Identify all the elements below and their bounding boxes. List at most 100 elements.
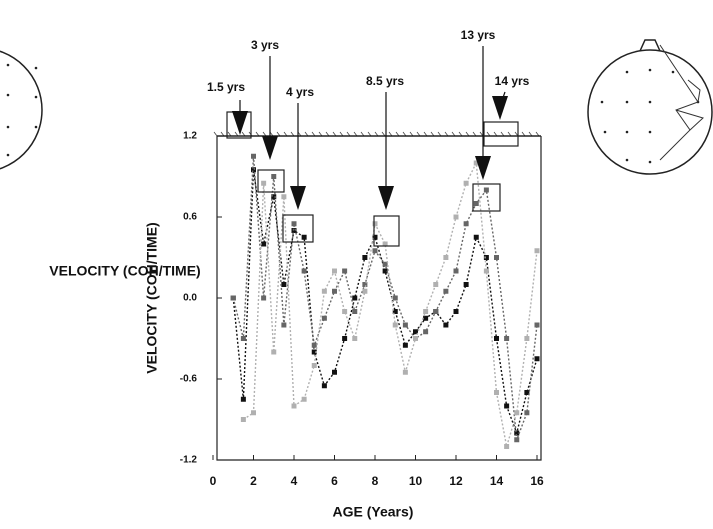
point xyxy=(261,241,267,247)
point xyxy=(352,295,358,301)
arrow-head xyxy=(378,186,394,210)
point xyxy=(321,315,327,321)
x-tick-label: 8 xyxy=(372,474,379,488)
head-left xyxy=(0,50,43,170)
point xyxy=(382,241,388,247)
peak-box xyxy=(282,214,314,243)
x-tick-label: 12 xyxy=(449,474,463,488)
point xyxy=(534,356,540,362)
x-tick-label: 4 xyxy=(291,474,298,488)
point xyxy=(240,417,246,422)
y-tick-label: -1.2 xyxy=(180,455,198,466)
arrow-head xyxy=(290,186,306,210)
y-tick-label: 1.2 xyxy=(183,131,197,142)
point xyxy=(524,410,530,416)
point xyxy=(423,329,429,335)
point xyxy=(352,336,358,341)
point xyxy=(271,194,277,200)
point xyxy=(463,221,469,227)
point xyxy=(483,255,489,260)
x-axis-label: AGE (Years) xyxy=(333,504,414,520)
point xyxy=(372,248,378,254)
point xyxy=(291,221,297,227)
point xyxy=(311,349,317,355)
annotation: 14 yrs xyxy=(495,74,530,88)
point xyxy=(372,234,378,240)
x-tick-label: 10 xyxy=(409,474,423,488)
point xyxy=(443,322,449,328)
top-hatch xyxy=(213,131,218,137)
point xyxy=(504,403,510,409)
point xyxy=(321,383,327,389)
point xyxy=(423,315,429,321)
y-tick-label: -0.6 xyxy=(180,374,198,385)
point xyxy=(433,282,439,287)
point xyxy=(392,322,398,328)
y-axis-label-overlay: VELOCITY (COH/TIME) xyxy=(49,263,200,279)
point xyxy=(352,309,358,314)
point xyxy=(251,153,256,159)
point xyxy=(342,268,348,274)
peak-box xyxy=(257,169,285,193)
arrow-head xyxy=(262,136,278,160)
point xyxy=(230,295,236,301)
point xyxy=(524,336,530,341)
annotation: 1.5 yrs xyxy=(207,80,245,94)
x-tick-label: 6 xyxy=(331,474,338,488)
point xyxy=(301,396,307,402)
point xyxy=(463,180,469,186)
point xyxy=(251,167,256,173)
point xyxy=(392,295,398,301)
arrow-head xyxy=(492,96,508,120)
point xyxy=(494,255,499,260)
point xyxy=(514,437,520,443)
point xyxy=(382,268,388,274)
point xyxy=(240,336,246,341)
point xyxy=(342,309,348,314)
point xyxy=(494,390,499,395)
point xyxy=(362,255,368,260)
point xyxy=(504,336,510,341)
point xyxy=(271,174,277,179)
point xyxy=(332,268,337,274)
point xyxy=(281,322,287,328)
point xyxy=(261,180,267,186)
point xyxy=(433,309,439,314)
point xyxy=(402,342,408,348)
point xyxy=(504,444,510,449)
point xyxy=(311,342,317,348)
point xyxy=(463,282,469,287)
point xyxy=(402,369,408,375)
point xyxy=(332,288,337,294)
y-tick-label: 0.0 xyxy=(183,293,197,304)
x-tick-label: 0 xyxy=(210,474,217,488)
point xyxy=(301,268,307,274)
arrow-head xyxy=(232,111,248,135)
y-tick-label: 0.6 xyxy=(183,212,197,223)
x-tick-label: 2 xyxy=(250,474,257,488)
point xyxy=(382,261,388,267)
point xyxy=(423,309,429,314)
point xyxy=(534,248,540,254)
series-line xyxy=(242,160,538,447)
point xyxy=(291,403,297,409)
point xyxy=(271,349,277,355)
point xyxy=(342,336,348,341)
point xyxy=(240,396,246,402)
peak-box xyxy=(483,121,519,147)
annotation: 13 yrs xyxy=(461,28,496,42)
point xyxy=(473,201,479,206)
point xyxy=(453,268,459,274)
point xyxy=(514,430,520,436)
point xyxy=(483,187,489,193)
x-tick-label: 16 xyxy=(530,474,544,488)
annotation: 8.5 yrs xyxy=(366,74,404,88)
point xyxy=(473,234,479,240)
point xyxy=(413,336,418,341)
peak-box xyxy=(472,183,501,212)
point xyxy=(362,288,368,294)
point xyxy=(534,322,540,328)
y-axis-label: VELOCITY (COH/TIME) xyxy=(144,222,160,373)
point xyxy=(483,268,489,274)
